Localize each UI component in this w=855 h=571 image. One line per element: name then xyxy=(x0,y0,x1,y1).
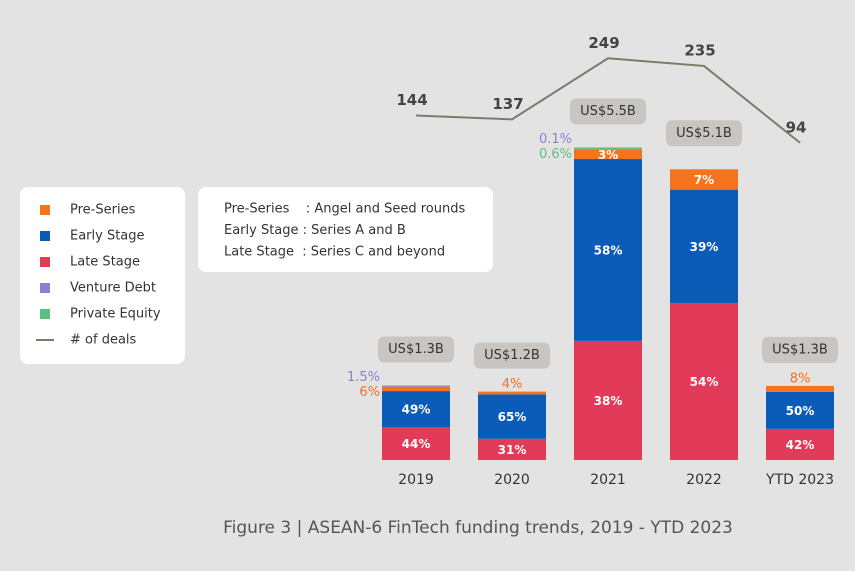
total-label: US$5.1B xyxy=(676,126,732,141)
total-box xyxy=(474,342,550,369)
segment-label: 65% xyxy=(498,410,527,424)
legend-swatch xyxy=(40,257,50,267)
bar-segment xyxy=(574,149,642,160)
definition: Late Stage : Series C and beyond xyxy=(224,245,445,260)
caption: Figure 3 | ASEAN-6 FinTech funding trend… xyxy=(223,518,733,538)
x-tick-label: YTD 2023 xyxy=(765,472,834,488)
bar-segment xyxy=(766,391,834,429)
bar-segment xyxy=(574,147,642,150)
deals-label: 249 xyxy=(588,34,619,52)
definition: Early Stage : Series A and B xyxy=(224,223,406,238)
segment-label: 54% xyxy=(690,375,719,389)
total-label: US$1.3B xyxy=(388,342,444,357)
x-tick-label: 2019 xyxy=(398,472,434,488)
total-label: US$5.5B xyxy=(580,104,636,119)
bar-segment xyxy=(670,303,738,460)
bar-segment xyxy=(574,159,642,341)
x-tick-label: 2022 xyxy=(686,472,722,488)
legend-label: Pre-Series xyxy=(70,203,136,218)
segment-label: 42% xyxy=(786,438,815,452)
segment-label: 38% xyxy=(594,394,623,408)
total-box xyxy=(570,98,646,125)
legend-label: Private Equity xyxy=(70,307,161,322)
legend-swatch xyxy=(40,205,50,215)
segment-label: 0.6% xyxy=(539,147,572,162)
segment-label: 50% xyxy=(786,404,815,418)
legend-swatch xyxy=(40,283,50,293)
segment-label: 1.5% xyxy=(347,370,380,385)
total-label: US$1.3B xyxy=(772,342,828,357)
deals-label: 144 xyxy=(396,91,427,109)
bar-segment xyxy=(670,189,738,304)
bar-segment xyxy=(574,340,642,460)
legend-box xyxy=(20,187,185,364)
segment-label: 58% xyxy=(594,243,623,257)
bar-segment xyxy=(382,385,450,387)
total-box xyxy=(762,336,838,363)
segment-label: 49% xyxy=(402,403,431,417)
bar-segment xyxy=(382,391,450,428)
bar-segment xyxy=(766,428,834,460)
total-box xyxy=(666,120,742,147)
bar-segment xyxy=(670,169,738,190)
x-tick-label: 2021 xyxy=(590,472,626,488)
deals-label: 137 xyxy=(492,95,523,113)
segment-label: 8% xyxy=(790,371,811,386)
bar-segment xyxy=(382,386,450,392)
legend-label: # of deals xyxy=(70,333,137,348)
segment-label: 39% xyxy=(690,240,719,254)
deals-label: 235 xyxy=(684,41,715,59)
segment-label: 31% xyxy=(498,443,527,457)
segment-label: 4% xyxy=(502,377,523,392)
total-label: US$1.2B xyxy=(484,348,540,363)
legend-swatch xyxy=(40,309,50,319)
definitions-box xyxy=(198,187,493,272)
legend-swatch xyxy=(40,231,50,241)
bar-segment xyxy=(766,385,834,392)
deals-line xyxy=(415,57,801,144)
legend-label: Venture Debt xyxy=(70,281,156,296)
bar-segment xyxy=(478,438,546,460)
segment-label: 7% xyxy=(694,173,714,187)
segment-label: 0.1% xyxy=(539,132,572,147)
bar-segment xyxy=(382,427,450,460)
legend-label: Early Stage xyxy=(70,229,145,244)
segment-label: 3% xyxy=(598,148,618,162)
x-tick-label: 2020 xyxy=(494,472,530,488)
bar-segment xyxy=(478,394,546,439)
segment-label: 6% xyxy=(359,385,380,400)
bar-segment xyxy=(478,391,546,395)
total-box xyxy=(378,336,454,363)
legend-label: Late Stage xyxy=(70,255,140,270)
definition: Pre-Series : Angel and Seed rounds xyxy=(224,202,465,217)
deals-label: 94 xyxy=(786,118,807,136)
segment-label: 44% xyxy=(402,437,431,451)
